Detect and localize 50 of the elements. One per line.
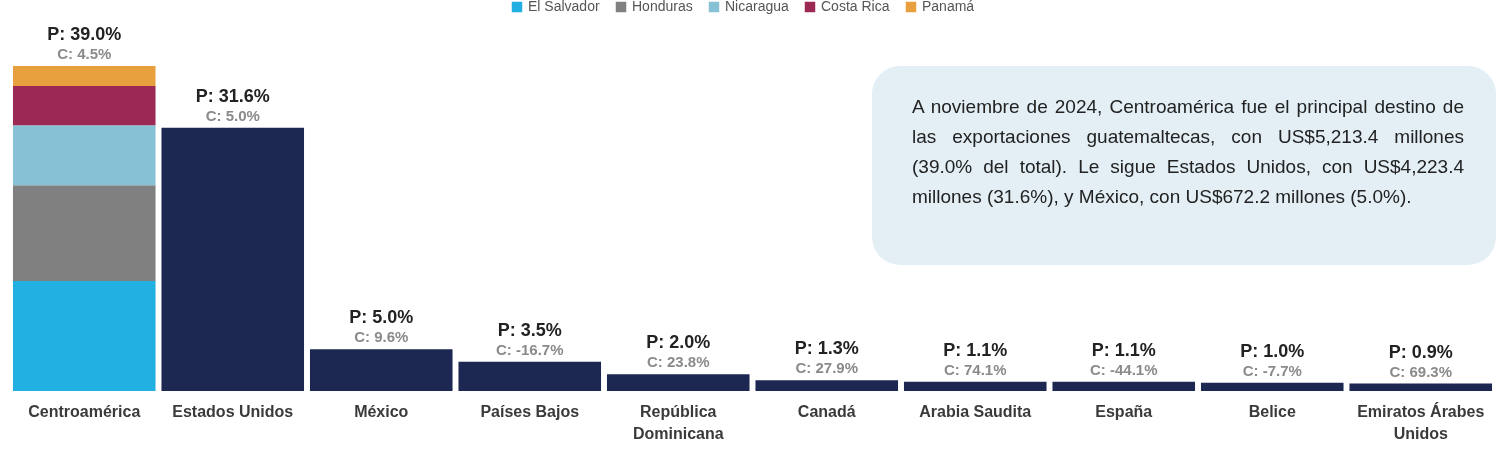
annotation: C: 5.0%: [205, 106, 260, 124]
annotation: C: -7.7%: [1242, 361, 1302, 379]
bar: [458, 361, 602, 391]
legend-label: Costa Rica: [821, 0, 890, 14]
legend-label: Panamá: [922, 0, 975, 14]
data-label: P: 31.6%: [195, 85, 270, 106]
bar: [161, 127, 305, 391]
x-tick-label: Arabia Saudita: [919, 402, 1032, 420]
bar: [12, 125, 156, 186]
x-tick-label: España: [1095, 402, 1153, 420]
bar: [755, 380, 899, 391]
bar: [1200, 382, 1344, 391]
x-tick-label: Belice: [1248, 402, 1296, 420]
annotation: C: -44.1%: [1089, 360, 1158, 378]
annotation: C: 74.1%: [943, 360, 1007, 378]
bar: [12, 66, 156, 86]
x-tick-label: Emiratos Árabes Unidos: [1357, 401, 1485, 442]
annotation: C: 27.9%: [795, 359, 859, 377]
bar: [12, 86, 156, 126]
legend-label: Nicaragua: [725, 0, 790, 14]
bar: [12, 281, 156, 391]
text-box: A noviembre de 2024, Centroamérica fue el principal destino de las exportaciones guatemaltecas, con US$5,213.4 millones (39.0% del total). Le sigue Estados Unidos, con US$4,223.4 millones (31.6%), y México, con US$672.2 millones (5.0%).: [872, 66, 1496, 265]
data-label: P: 1.3%: [794, 338, 859, 359]
data-label: P: 5.0%: [349, 307, 414, 328]
x-tick-label: Estados Unidos: [172, 402, 294, 420]
data-label: P: 1.0%: [1240, 340, 1305, 361]
x-tick-label: Países Bajos: [480, 402, 580, 420]
annotation: C: 4.5%: [57, 45, 112, 62]
x-tick-label: México: [354, 402, 409, 420]
bar: [12, 185, 156, 281]
data-label: P: 3.5%: [497, 319, 562, 340]
bar: [309, 349, 453, 391]
x-tick-label: Centroamérica: [28, 402, 141, 420]
x-tick-label: Canadá: [797, 402, 856, 420]
annotation: C: 69.3%: [1389, 362, 1453, 380]
data-label: P: 2.0%: [646, 332, 711, 353]
annotation: C: -16.7%: [495, 340, 564, 358]
data-label: P: 1.1%: [943, 339, 1008, 360]
annotation: C: 23.8%: [646, 353, 710, 371]
data-label: P: 1.1%: [1091, 339, 1156, 360]
x-tick-label: República Dominicana: [632, 402, 724, 442]
total-label: P: 39.0%: [47, 24, 122, 44]
bar: [606, 374, 750, 391]
annotation: C: 9.6%: [354, 328, 409, 346]
data-label: P: 0.9%: [1388, 341, 1453, 362]
legend-label: El Salvador: [528, 0, 600, 14]
bar: [903, 381, 1047, 391]
legend-label: Honduras: [632, 0, 693, 14]
bar: [1349, 383, 1493, 391]
bar: [1052, 381, 1196, 391]
